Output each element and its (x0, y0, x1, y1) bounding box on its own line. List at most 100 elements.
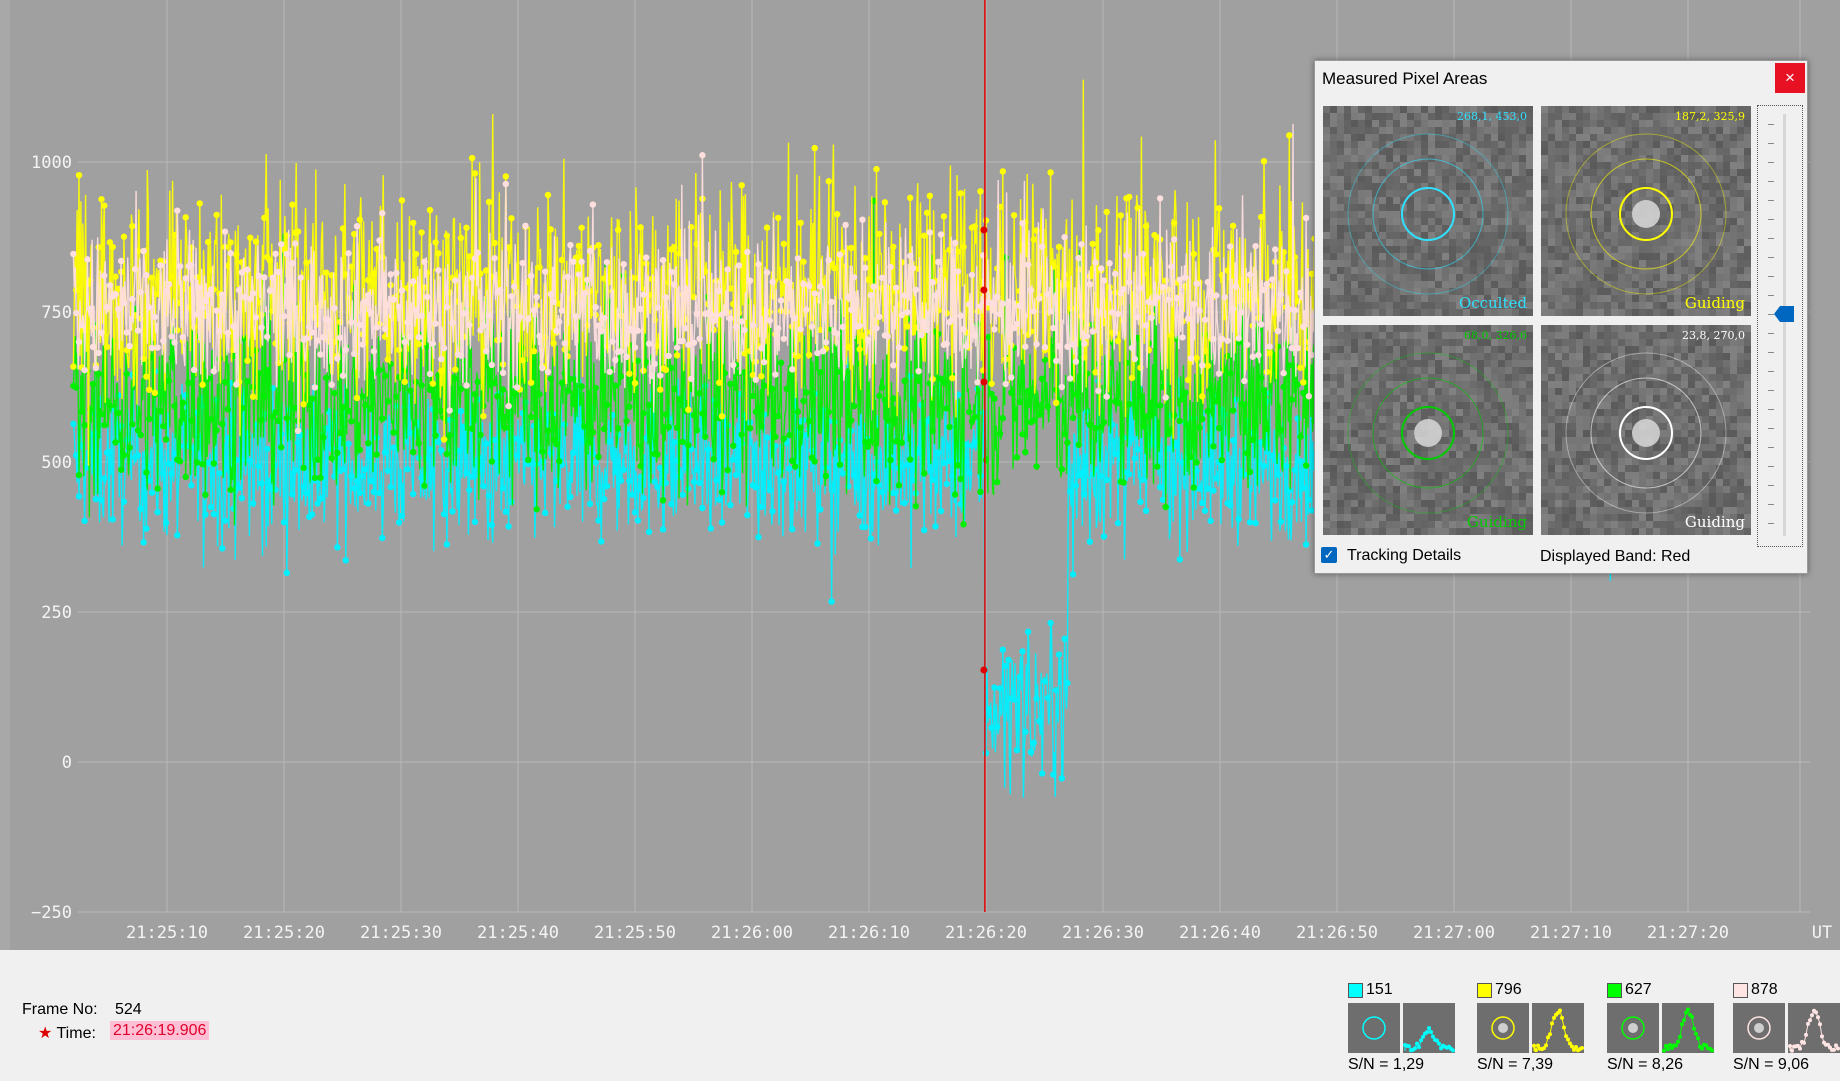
data-point (867, 438, 875, 445)
data-point (235, 484, 243, 491)
data-point (101, 272, 108, 279)
data-point (134, 427, 142, 434)
data-point (766, 487, 773, 494)
data-point (320, 434, 327, 441)
object-878[interactable]: 878 S/N = 9,06 (1733, 980, 1840, 1074)
data-point (73, 309, 80, 317)
data-point (415, 340, 422, 348)
data-point (1128, 435, 1136, 442)
data-point (137, 431, 144, 439)
tracking-details-checkbox[interactable]: ✓ (1321, 547, 1337, 563)
data-point (954, 268, 962, 275)
data-point (946, 423, 953, 431)
light-curve-chart[interactable]: 1000 750 500 250 0 −250 21:25:10 21:25:20 21:25:… (0, 0, 1840, 950)
data-point (763, 434, 771, 441)
data-point (227, 239, 234, 246)
data-point (457, 234, 465, 242)
data-point (881, 396, 889, 403)
data-point (943, 480, 950, 488)
data-point (1229, 407, 1237, 414)
data-point (120, 233, 128, 240)
frame-label: Frame No: (22, 1001, 98, 1018)
data-point (690, 339, 698, 346)
data-point (598, 328, 605, 335)
data-point (1097, 472, 1105, 480)
data-point (409, 448, 417, 456)
data-point (446, 432, 453, 439)
x-tick-label: 21:26:00 (711, 923, 793, 943)
data-point (746, 277, 754, 284)
data-point (1182, 389, 1189, 396)
data-point (845, 293, 852, 301)
data-point (665, 352, 672, 360)
data-point (530, 307, 538, 314)
data-point (1106, 260, 1113, 267)
data-point (283, 250, 291, 258)
data-point (317, 351, 324, 358)
object-796[interactable]: 796 S/N = 7,39 (1477, 980, 1597, 1074)
data-point (693, 466, 700, 473)
data-point (935, 258, 942, 266)
data-point (668, 268, 675, 276)
data-point (384, 467, 392, 474)
data-point (395, 303, 403, 310)
data-point (387, 271, 394, 278)
zoom-slider[interactable] (1757, 105, 1803, 547)
data-point (547, 290, 554, 298)
data-point (148, 344, 156, 352)
data-point (1041, 343, 1049, 351)
data-point (407, 387, 414, 394)
data-point (1069, 341, 1077, 348)
data-point (550, 340, 557, 347)
data-point (106, 239, 114, 246)
data-point (188, 417, 195, 424)
data-point (657, 464, 664, 472)
data-point (553, 440, 560, 448)
data-point (308, 329, 316, 336)
data-point (1235, 335, 1242, 342)
slider-tick (1768, 200, 1774, 201)
data-point (1300, 389, 1307, 397)
data-point (1243, 450, 1251, 457)
data-point (1196, 485, 1203, 492)
data-point (848, 244, 855, 252)
data-point (519, 259, 526, 267)
data-point (884, 417, 891, 424)
object-151[interactable]: 151 S/N = 1,29 (1348, 980, 1468, 1074)
data-point (1131, 355, 1139, 363)
data-point (292, 404, 299, 412)
data-point (508, 498, 515, 506)
measured-pixel-areas-window[interactable]: Measured Pixel Areas × 268,1, 453,0 Occu… (1314, 60, 1808, 574)
data-point (561, 340, 568, 347)
data-point (957, 475, 964, 483)
data-point (752, 376, 759, 383)
data-point (921, 318, 928, 326)
data-point (81, 366, 88, 374)
object-psf-thumb (1403, 1003, 1455, 1053)
data-point (738, 182, 745, 189)
data-point (348, 263, 355, 270)
data-point (202, 297, 209, 305)
data-point (623, 417, 630, 425)
data-point (252, 238, 260, 245)
data-point (971, 332, 978, 339)
data-point (356, 489, 364, 497)
data-point (463, 382, 470, 389)
data-point (895, 344, 903, 351)
data-point (558, 379, 566, 387)
data-point (539, 448, 546, 455)
data-point (631, 509, 639, 516)
data-point (755, 404, 762, 412)
data-point (1294, 381, 1301, 388)
slider-thumb[interactable] (1774, 306, 1794, 322)
object-627[interactable]: 627 S/N = 8,26 (1607, 980, 1727, 1074)
data-point (525, 315, 532, 323)
close-button[interactable]: × (1775, 63, 1805, 93)
data-point (533, 293, 540, 301)
data-point (780, 478, 788, 485)
data-point (626, 403, 633, 410)
color-swatch (1477, 982, 1492, 998)
x-tick-label: 21:25:50 (594, 923, 676, 943)
data-point (146, 415, 153, 423)
data-point (412, 250, 420, 258)
